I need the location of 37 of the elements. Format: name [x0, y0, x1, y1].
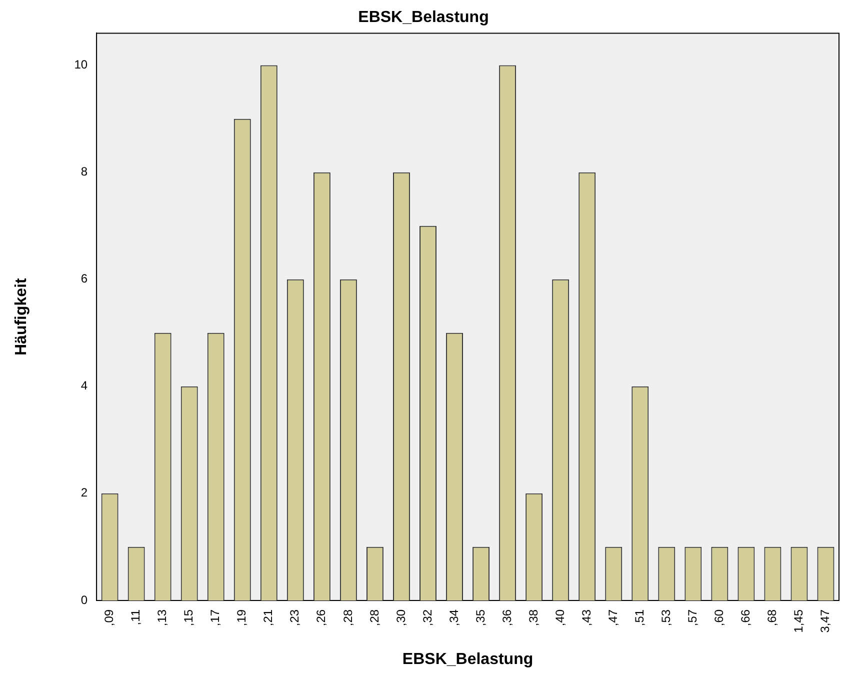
y-tick-label: 6 — [80, 272, 88, 286]
x-tick-label: ,60 — [712, 609, 726, 626]
x-tick-label: ,51 — [632, 609, 646, 626]
x-tick-label: ,09 — [102, 609, 116, 626]
x-tick-label: ,23 — [288, 609, 302, 626]
x-tick-label: ,26 — [314, 609, 328, 626]
x-tick-label: ,15 — [182, 609, 196, 626]
x-tick-label: ,30 — [394, 609, 408, 626]
y-tick-label: 10 — [74, 58, 88, 72]
x-tick-label: ,13 — [155, 609, 170, 626]
x-tick-label: ,38 — [526, 609, 540, 626]
x-tick-label: ,66 — [738, 609, 753, 626]
x-tick-label: ,28 — [367, 609, 382, 626]
x-tick-label: ,40 — [552, 609, 567, 626]
x-tick-label: 1,45 — [792, 609, 806, 633]
x-axis-title: EBSK_Belastung — [402, 650, 534, 668]
chart-title: EBSK_Belastung — [358, 9, 489, 26]
x-tick-label: ,21 — [261, 609, 276, 626]
x-tick-label: 3,47 — [818, 609, 832, 633]
x-tick-label: ,28 — [340, 609, 355, 626]
y-axis-title: Häufigkeit — [13, 277, 30, 356]
x-tick-label: ,47 — [606, 609, 620, 626]
x-tick-label: ,34 — [446, 609, 461, 626]
x-tick-label: ,53 — [658, 609, 673, 626]
y-tick-label: 0 — [80, 592, 88, 607]
x-tick-label: ,68 — [765, 609, 780, 626]
x-tick-label: ,36 — [500, 609, 514, 626]
x-tick-label: ,43 — [579, 609, 594, 626]
x-tick-label: ,19 — [234, 609, 249, 626]
x-tick-label: ,17 — [208, 609, 222, 626]
x-tick-label: ,11 — [128, 609, 143, 626]
y-tick-label: 8 — [80, 164, 88, 179]
y-tick-label: 4 — [80, 378, 88, 393]
x-tick-label: ,57 — [685, 609, 700, 626]
x-tick-label: ,32 — [420, 609, 434, 626]
y-tick-label: 2 — [80, 486, 88, 500]
x-tick-label: ,35 — [473, 609, 488, 626]
